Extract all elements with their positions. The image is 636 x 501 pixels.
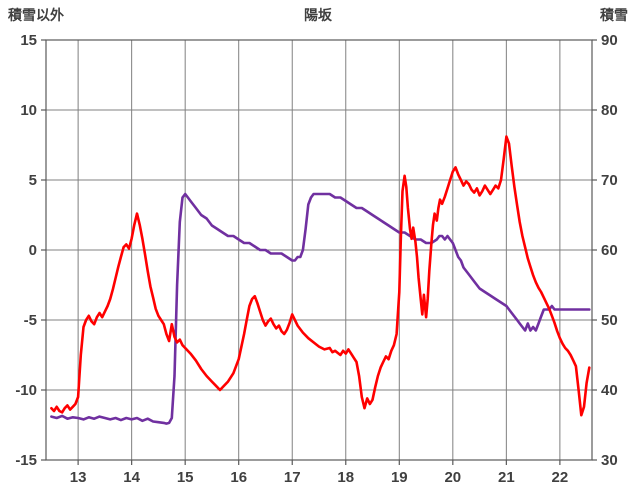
x-tick-label: 13 — [70, 469, 87, 486]
x-tick-label: 20 — [444, 469, 461, 486]
right-y-tick-label: 50 — [601, 312, 618, 329]
right-y-tick-label: 90 — [601, 32, 618, 49]
left-axis-title: 積雪以外 — [8, 7, 64, 23]
left-y-tick-label: 5 — [29, 172, 37, 189]
snow-depth-line — [50, 192, 591, 425]
right-y-tick-label: 80 — [601, 102, 618, 119]
x-tick-label: 16 — [230, 469, 247, 486]
left-y-tick-label: 15 — [20, 32, 37, 49]
x-tick-label: 17 — [284, 469, 301, 486]
non-snow-line — [50, 135, 591, 417]
right-y-tick-label: 30 — [601, 452, 618, 469]
right-axis-title: 積雪 — [600, 7, 628, 23]
x-tick-label: 22 — [552, 469, 569, 486]
left-y-tick-label: -10 — [15, 382, 37, 399]
right-y-tick-label: 60 — [601, 242, 618, 259]
left-y-tick-label: 0 — [29, 242, 37, 259]
left-y-tick-label: 10 — [20, 102, 37, 119]
x-tick-label: 19 — [391, 469, 408, 486]
x-tick-label: 15 — [177, 469, 194, 486]
left-y-tick-label: -15 — [15, 452, 37, 469]
right-y-tick-label: 70 — [601, 172, 618, 189]
right-y-tick-label: 40 — [601, 382, 618, 399]
x-tick-label: 21 — [498, 469, 515, 486]
chart-title: 陽坂 — [304, 7, 332, 23]
x-tick-label: 14 — [123, 469, 140, 486]
left-y-tick-label: -5 — [24, 312, 37, 329]
x-tick-label: 18 — [337, 469, 354, 486]
